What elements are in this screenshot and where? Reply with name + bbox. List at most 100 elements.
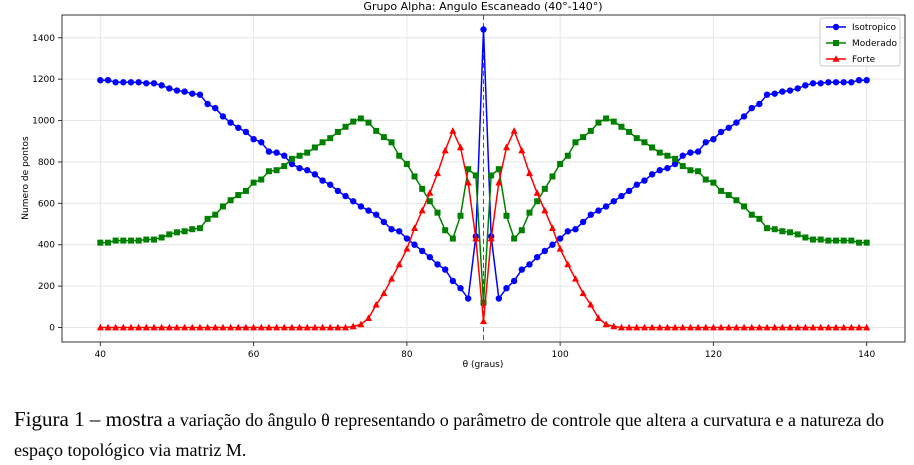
data-point bbox=[135, 79, 142, 86]
y-tick-label: 400 bbox=[38, 241, 55, 251]
data-point bbox=[319, 323, 327, 331]
data-point bbox=[311, 323, 319, 331]
data-point bbox=[365, 207, 372, 214]
data-point bbox=[733, 197, 740, 204]
caption-lead: Figura 1 – mostra bbox=[14, 407, 163, 431]
legend: Isotropico Moderado Forte bbox=[819, 17, 901, 67]
data-point bbox=[626, 128, 633, 135]
data-point bbox=[135, 323, 143, 331]
data-point bbox=[548, 224, 556, 231]
data-point bbox=[725, 124, 732, 131]
data-point bbox=[533, 189, 541, 196]
data-point bbox=[211, 323, 219, 331]
data-point bbox=[710, 135, 717, 143]
data-point bbox=[273, 323, 281, 331]
data-point bbox=[449, 127, 457, 134]
data-point bbox=[518, 146, 526, 154]
x-tick-label: 40 bbox=[95, 350, 107, 360]
data-point bbox=[327, 181, 334, 188]
data-point bbox=[150, 236, 157, 243]
data-point bbox=[549, 173, 556, 180]
data-point bbox=[227, 197, 234, 204]
data-point bbox=[671, 160, 679, 168]
data-point bbox=[196, 91, 204, 98]
data-point bbox=[204, 323, 212, 331]
x-tick-label: 120 bbox=[705, 350, 722, 360]
data-point bbox=[809, 80, 817, 87]
data-point bbox=[855, 323, 863, 331]
data-point bbox=[104, 76, 112, 84]
data-point bbox=[525, 169, 533, 177]
data-point bbox=[725, 323, 733, 331]
data-point bbox=[817, 80, 824, 87]
data-point bbox=[227, 323, 235, 331]
data-point bbox=[288, 323, 296, 331]
data-point bbox=[833, 237, 840, 244]
data-point bbox=[610, 322, 618, 330]
data-point bbox=[104, 239, 111, 246]
data-point bbox=[158, 82, 165, 89]
data-point bbox=[365, 119, 372, 126]
y-tick-label: 800 bbox=[38, 158, 55, 168]
data-point bbox=[663, 323, 671, 331]
data-point bbox=[786, 87, 794, 94]
data-point bbox=[296, 323, 304, 331]
data-point bbox=[311, 171, 319, 178]
data-point bbox=[664, 164, 671, 172]
data-point bbox=[173, 323, 181, 331]
data-point bbox=[388, 139, 395, 146]
data-point bbox=[342, 123, 349, 130]
data-point bbox=[625, 323, 633, 331]
data-point bbox=[549, 241, 556, 248]
data-point bbox=[541, 247, 549, 255]
data-point bbox=[181, 88, 188, 95]
data-point bbox=[334, 187, 342, 195]
data-point bbox=[204, 100, 211, 108]
data-point bbox=[625, 187, 633, 195]
data-point bbox=[219, 203, 226, 210]
data-point bbox=[802, 234, 809, 241]
data-point bbox=[580, 134, 587, 141]
data-point bbox=[342, 323, 350, 331]
chart-title: Grupo Alpha: Angulo Escaneado (40°-140°) bbox=[363, 0, 602, 13]
data-point bbox=[710, 179, 717, 186]
data-point bbox=[120, 79, 127, 86]
data-point bbox=[150, 80, 158, 87]
data-point bbox=[472, 234, 480, 242]
y-tick-label: 600 bbox=[38, 199, 55, 209]
data-point bbox=[771, 90, 778, 97]
legend-label: Forte bbox=[852, 55, 876, 65]
data-point bbox=[771, 226, 778, 233]
data-point bbox=[396, 152, 403, 159]
data-point bbox=[656, 167, 663, 174]
data-point bbox=[825, 237, 832, 244]
data-point bbox=[304, 149, 311, 156]
data-point bbox=[564, 228, 571, 235]
data-point bbox=[403, 235, 411, 242]
axes-frame bbox=[61, 14, 906, 343]
data-point bbox=[204, 215, 211, 222]
data-point bbox=[181, 323, 189, 331]
data-point bbox=[112, 323, 120, 331]
data-point bbox=[602, 203, 610, 210]
data-point bbox=[112, 79, 119, 86]
data-point bbox=[526, 209, 533, 216]
data-point bbox=[656, 323, 664, 331]
data-point bbox=[610, 198, 617, 205]
data-point bbox=[756, 215, 763, 222]
data-point bbox=[687, 149, 694, 156]
data-point bbox=[196, 225, 203, 232]
data-point bbox=[756, 100, 763, 108]
data-point bbox=[771, 323, 779, 331]
figure-caption: Figura 1 – mostra a variação do ângulo θ… bbox=[14, 404, 904, 465]
data-point bbox=[695, 168, 702, 175]
data-point bbox=[487, 234, 495, 242]
data-point bbox=[787, 229, 794, 236]
data-point bbox=[571, 275, 579, 282]
data-point bbox=[411, 241, 418, 248]
data-point bbox=[840, 237, 847, 244]
data-point bbox=[533, 253, 541, 261]
data-point bbox=[603, 115, 610, 122]
data-point bbox=[388, 275, 396, 282]
data-point bbox=[587, 127, 594, 134]
